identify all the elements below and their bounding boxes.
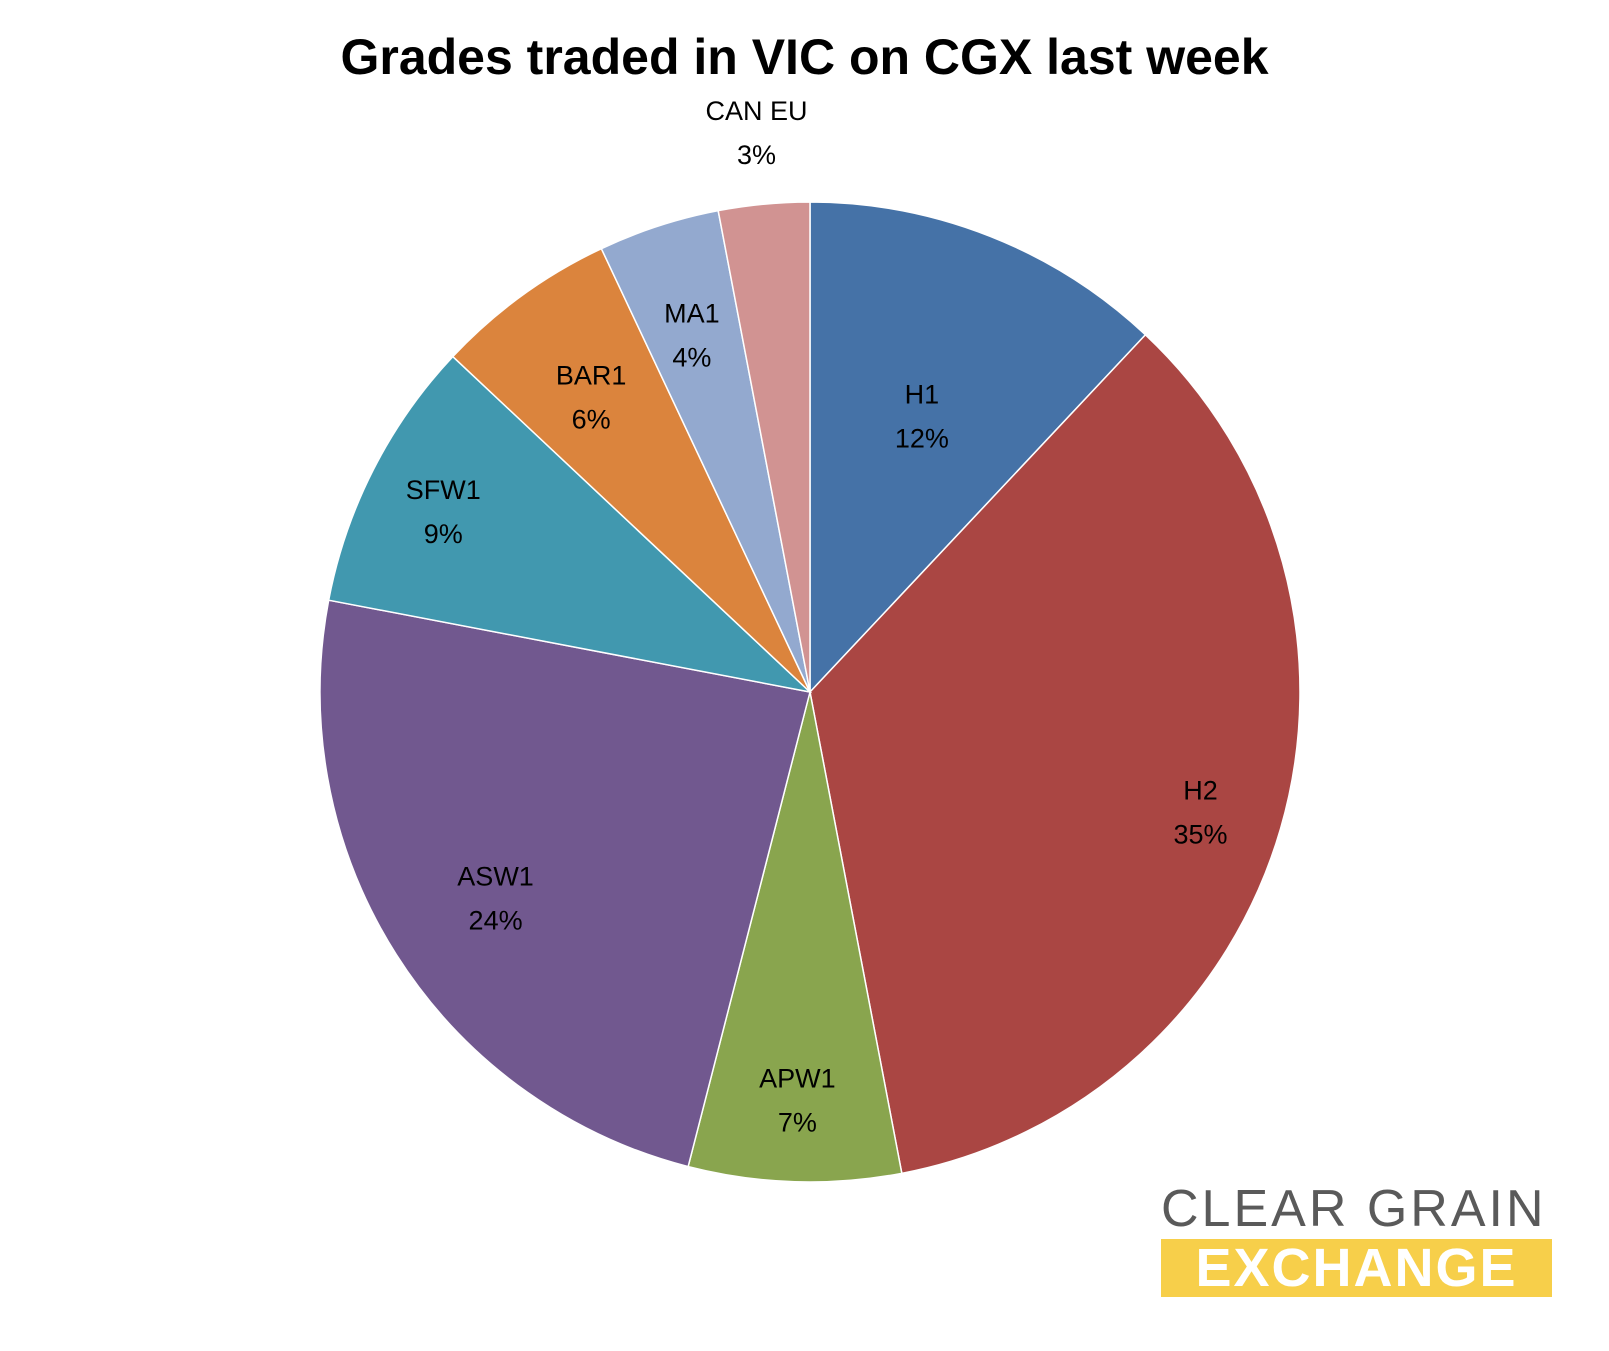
slice-percent-apw1: 7%: [778, 1108, 817, 1138]
pie-slice-h1: [809, 201, 1147, 694]
slice-label-h1: H1: [905, 380, 940, 410]
chart-title: Grades traded in VIC on CGX last week: [340, 29, 1269, 85]
slice-percent-asw1: 24%: [469, 906, 523, 936]
logo-line-1: CLEAR GRAIN: [1161, 1180, 1547, 1238]
slice-percent-ma1: 4%: [672, 343, 711, 373]
slice-label-apw1: APW1: [759, 1064, 836, 1094]
pie-slice-asw1: [319, 599, 811, 1168]
pie-slice-can-eu: [717, 201, 811, 693]
slice-percent-h2: 35%: [1174, 819, 1228, 849]
slice-label-can-eu: CAN EU: [706, 96, 808, 126]
slice-percent-bar1: 6%: [572, 405, 611, 435]
pie-slice-sfw1: [327, 355, 813, 694]
pie-slice-apw1: [687, 691, 903, 1183]
clear-grain-exchange-logo: CLEAR GRAIN EXCHANGE: [1161, 1183, 1552, 1297]
slice-percent-sfw1: 9%: [424, 519, 463, 549]
slice-label-ma1: MA1: [664, 299, 720, 329]
slice-label-h2: H2: [1183, 775, 1218, 805]
slice-percent-can-eu: 3%: [737, 140, 776, 170]
slice-percent-h1: 12%: [895, 424, 949, 454]
pie-slices: [319, 201, 1301, 1183]
logo-line-2: EXCHANGE: [1161, 1239, 1552, 1297]
slice-label-sfw1: SFW1: [406, 475, 481, 505]
pie-slice-h2: [809, 333, 1301, 1175]
slice-label-bar1: BAR1: [556, 361, 627, 391]
pie-labels: H1 12% H2 35% APW1 7% ASW1 24% SFW1 9% BAR1 6% MA1 4%…: [406, 96, 1228, 1137]
pie-slice-bar1: [451, 247, 811, 693]
slice-label-asw1: ASW1: [457, 862, 534, 892]
